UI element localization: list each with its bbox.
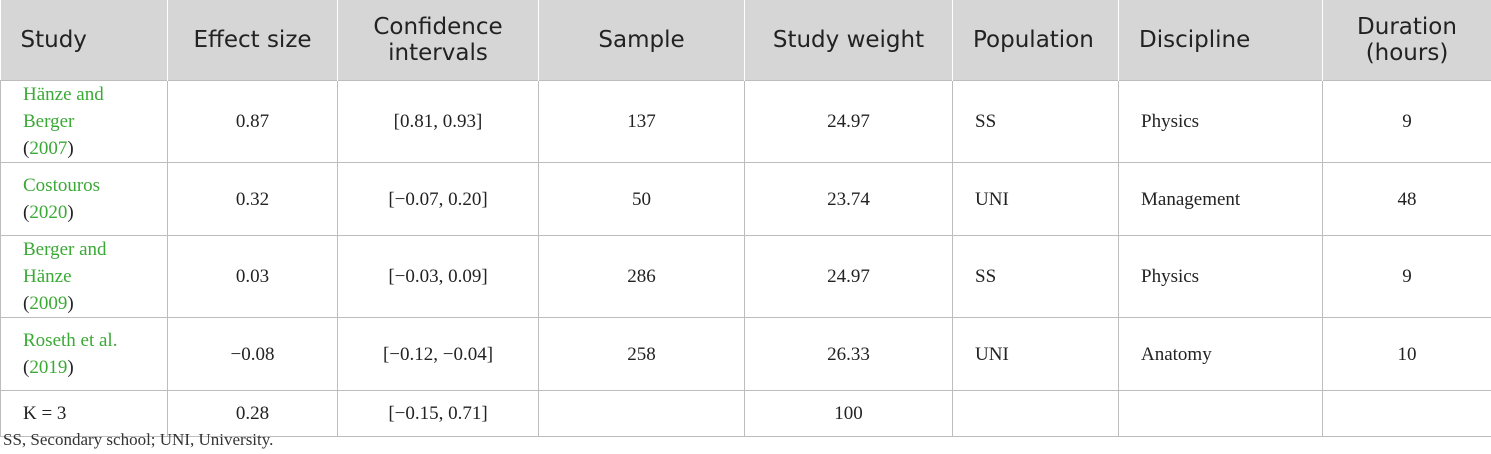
study-year: (2020)	[23, 202, 74, 223]
table-cell: 23.74	[744, 162, 953, 236]
footnote: SS, Secondary school; UNI, University.	[3, 430, 274, 449]
table-cell: [−0.07, 0.20]	[337, 162, 539, 236]
table-cell: K = 3	[0, 390, 168, 437]
cell-text: K = 3	[23, 403, 67, 424]
cell-text: [−0.07, 0.20]	[388, 188, 488, 210]
table-cell: Physics	[1118, 80, 1323, 163]
cell-text: 26.33	[827, 343, 870, 365]
cell-text: Management	[1141, 188, 1241, 210]
cell-text: 50	[632, 188, 651, 210]
cell-text: 0.87	[235, 111, 270, 132]
table-cell: 258	[538, 317, 745, 391]
table-cell: SS	[952, 80, 1119, 163]
cell-text: 0.28	[235, 403, 270, 424]
table-cell: Costouros (2020)	[0, 162, 168, 236]
cell-text: [−0.12, −0.04]	[382, 343, 494, 365]
cell-text: UNI	[975, 343, 1009, 365]
table-cell	[538, 390, 745, 437]
column-header: Study	[0, 0, 168, 81]
table-cell: 100	[744, 390, 953, 437]
table-cell	[1118, 390, 1323, 437]
table-cell: 9	[1322, 235, 1491, 318]
cell-text: 24.97	[827, 111, 870, 132]
table-cell: 0.28	[167, 390, 338, 437]
table-cell: 0.32	[167, 162, 338, 236]
study-authors: Berger and Hänze	[23, 239, 107, 287]
cell-text: [−0.03, 0.09]	[388, 266, 488, 287]
table-cell: 50	[538, 162, 745, 236]
cell-text: 23.74	[827, 188, 870, 210]
table-row: Berger and Hänze (2009) 0.03 [−0.03, 0.09] 2…	[0, 235, 1491, 318]
table-cell: Management	[1118, 162, 1323, 236]
table-cell: Physics	[1118, 235, 1323, 318]
column-header: Study weight	[744, 0, 953, 81]
table-cell: UNI	[952, 162, 1119, 236]
table-body: Hänze and Berger (2007) 0.87 [0.81, 0.93] 13…	[0, 80, 1491, 437]
table-cell: Roseth et al. (2019)	[0, 317, 168, 391]
cell-text: 9	[1402, 111, 1412, 132]
column-header: Discipline	[1118, 0, 1323, 81]
cell-text: Physics	[1141, 266, 1200, 287]
cell-text: Physics	[1141, 111, 1200, 132]
table-cell: Anatomy	[1118, 317, 1323, 391]
column-header: Effect size	[167, 0, 338, 81]
table-cell: 0.03	[167, 235, 338, 318]
table-cell: UNI	[952, 317, 1119, 391]
table-cell	[1322, 390, 1491, 437]
cell-text: 0.03	[235, 266, 270, 287]
study-authors: Hänze and Berger	[23, 84, 104, 132]
table-cell: −0.08	[167, 317, 338, 391]
table-cell: 137	[538, 80, 745, 163]
table-cell: [−0.03, 0.09]	[337, 235, 539, 318]
cell-text: 10	[1397, 343, 1417, 365]
table-row: K = 3 0.28 [−0.15, 0.71] 100	[0, 390, 1491, 437]
cell-text: 24.97	[827, 266, 870, 287]
cell-text: 286	[627, 266, 656, 287]
cell-text: 9	[1402, 266, 1412, 287]
cell-text: SS	[975, 266, 997, 287]
study-year: (2009)	[23, 293, 74, 314]
table-cell: 286	[538, 235, 745, 318]
data-table: Study Effect size Confidence intervals Samp…	[0, 0, 1491, 437]
cell-text: 0.32	[235, 188, 270, 210]
table-row: Roseth et al. (2019) −0.08 [−0.12, −0.04] 25…	[0, 317, 1491, 391]
study-year: (2019)	[23, 357, 74, 378]
cell-text: 48	[1397, 188, 1417, 210]
table-cell: 24.97	[744, 80, 953, 163]
table-cell: 10	[1322, 317, 1491, 391]
cell-text: [−0.15, 0.71]	[388, 403, 488, 424]
table-cell: 9	[1322, 80, 1491, 163]
table-cell: 48	[1322, 162, 1491, 236]
table-cell: Hänze and Berger (2007)	[0, 80, 168, 163]
column-header: Sample	[538, 0, 745, 81]
cell-text: Anatomy	[1141, 343, 1212, 365]
column-header: Population	[952, 0, 1119, 81]
cell-text: −0.08	[230, 343, 275, 365]
column-header: Confidence intervals	[337, 0, 539, 81]
table-cell: 26.33	[744, 317, 953, 391]
cell-text: 137	[627, 111, 656, 132]
table-cell: [−0.15, 0.71]	[337, 390, 539, 437]
cell-text: 100	[834, 403, 863, 424]
table-cell: [0.81, 0.93]	[337, 80, 539, 163]
table-cell: Berger and Hänze (2009)	[0, 235, 168, 318]
study-year: (2007)	[23, 138, 74, 159]
table-row: Costouros (2020) 0.32 [−0.07, 0.20] 50 23.74 U…	[0, 162, 1491, 236]
header-row: Study Effect size Confidence intervals Samp…	[0, 0, 1491, 81]
table-row: Hänze and Berger (2007) 0.87 [0.81, 0.93] 13…	[0, 80, 1491, 163]
table-cell: 24.97	[744, 235, 953, 318]
table-cell: SS	[952, 235, 1119, 318]
column-header: Duration (hours)	[1322, 0, 1491, 81]
table-cell	[952, 390, 1119, 437]
study-authors: Roseth et al.	[23, 330, 118, 351]
cell-text: SS	[975, 111, 997, 132]
cell-text: UNI	[975, 188, 1009, 210]
cell-text: 258	[627, 343, 656, 365]
cell-text: [0.81, 0.93]	[393, 111, 483, 132]
table-cell: [−0.12, −0.04]	[337, 317, 539, 391]
study-authors: Costouros	[23, 175, 101, 196]
table-cell: 0.87	[167, 80, 338, 163]
